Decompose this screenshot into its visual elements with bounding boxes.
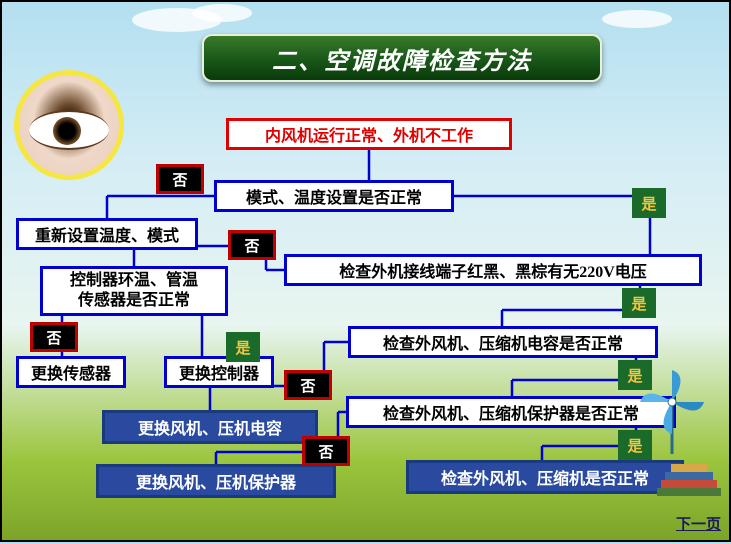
- next-page-link[interactable]: 下一页: [676, 513, 721, 534]
- flowchart-node-a3: 更换风机、压机电容: [102, 410, 318, 444]
- flowchart-tag-no: 否: [284, 370, 332, 400]
- flowchart-node-q4: 检查外风机、压缩机保护器是否正常: [346, 396, 676, 428]
- flowchart-tag-yes: 是: [622, 288, 656, 318]
- flowchart-tag-no: 否: [302, 436, 350, 466]
- flowchart-tag-no: 否: [30, 322, 78, 352]
- flowchart-node-q5: 检查外风机、压缩机是否正常: [406, 460, 684, 494]
- eye-decoration: [14, 70, 124, 180]
- flowchart-node-root: 内风机运行正常、外机不工作: [226, 118, 512, 150]
- pinwheel-decoration: [637, 364, 707, 454]
- page-title: 二、空调故障检查方法: [202, 34, 602, 82]
- flowchart-node-q2: 检查外机接线端子红黑、黑棕有无220V电压: [284, 254, 702, 286]
- flowchart-tag-yes: 是: [226, 332, 260, 362]
- flowchart-node-q3: 检查外风机、压缩机电容是否正常: [348, 326, 658, 358]
- flowchart-node-q2b: 控制器环温、管温 传感器是否正常: [40, 266, 228, 316]
- flowchart-node-a4: 更换风机、压机保护器: [96, 464, 336, 498]
- flowchart-tag-yes: 是: [632, 188, 666, 218]
- flowchart-node-a2b1: 更换传感器: [16, 356, 126, 388]
- flowchart-tag-no: 否: [228, 230, 276, 260]
- flowchart-node-q1: 模式、温度设置是否正常: [214, 180, 454, 212]
- flowchart-node-a1: 重新设置温度、模式: [16, 218, 198, 250]
- flowchart-tag-no: 否: [156, 164, 204, 194]
- books-decoration: [653, 464, 725, 508]
